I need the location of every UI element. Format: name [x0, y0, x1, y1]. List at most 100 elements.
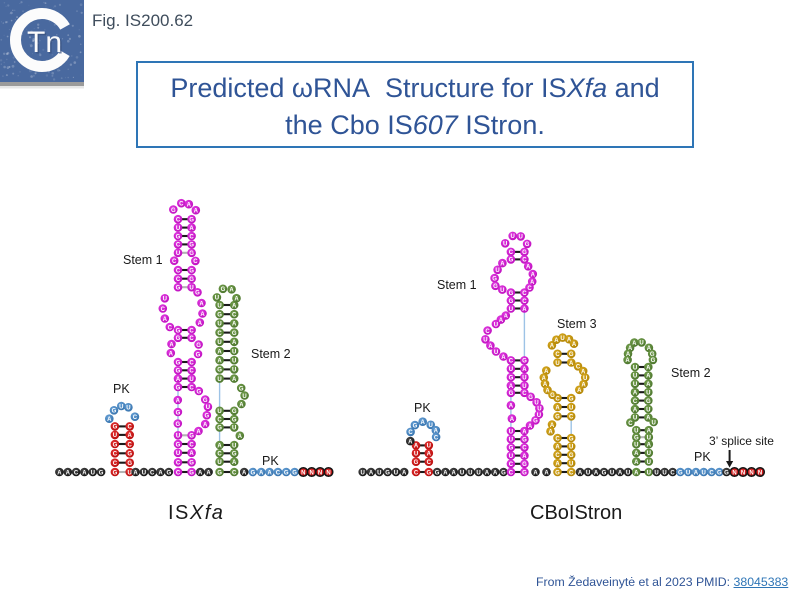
svg-text:U: U — [394, 470, 398, 476]
svg-text:U: U — [217, 377, 221, 383]
svg-text:G: G — [522, 470, 527, 476]
svg-text:N: N — [749, 470, 753, 476]
svg-text:C: C — [555, 396, 560, 402]
svg-text:A: A — [618, 470, 623, 476]
svg-text:G: G — [112, 409, 117, 415]
svg-text:U: U — [522, 376, 526, 382]
svg-text:U: U — [495, 268, 499, 274]
svg-text:U: U — [633, 382, 637, 388]
svg-text:A: A — [176, 377, 181, 383]
svg-text:A: A — [555, 405, 560, 411]
svg-text:C: C — [113, 461, 118, 467]
svg-text:A: A — [522, 367, 527, 373]
svg-text:U: U — [509, 367, 513, 373]
svg-text:G: G — [189, 470, 194, 476]
svg-text:G: G — [176, 336, 181, 342]
svg-text:A: A — [206, 470, 211, 476]
svg-text:G: G — [650, 352, 655, 358]
svg-text:A: A — [189, 451, 194, 457]
svg-text:A: A — [232, 460, 237, 466]
svg-text:C: C — [232, 313, 237, 319]
svg-text:G: G — [525, 242, 530, 248]
svg-text:C: C — [161, 307, 166, 313]
svg-text:U: U — [509, 429, 513, 435]
svg-text:G: G — [569, 436, 574, 442]
svg-text:C: C — [189, 360, 194, 366]
svg-text:G: G — [413, 423, 418, 429]
svg-text:U: U — [232, 426, 236, 432]
svg-text:A: A — [646, 382, 651, 388]
svg-text:U: U — [662, 470, 666, 476]
svg-text:N: N — [758, 470, 762, 476]
svg-text:C: C — [633, 399, 638, 405]
svg-text:A: A — [526, 265, 531, 271]
svg-text:C: C — [189, 442, 194, 448]
svg-text:A: A — [646, 374, 651, 380]
svg-text:A: A — [452, 470, 457, 476]
svg-text:C: C — [276, 470, 281, 476]
svg-text:C: C — [408, 430, 413, 436]
svg-text:U: U — [509, 454, 513, 460]
svg-text:G: G — [203, 398, 208, 404]
svg-text:A: A — [578, 470, 583, 476]
svg-text:A: A — [232, 377, 237, 383]
svg-text:U: U — [232, 368, 236, 374]
svg-text:U: U — [639, 341, 643, 347]
svg-text:A: A — [533, 470, 538, 476]
svg-text:C: C — [509, 462, 514, 468]
svg-text:G: G — [646, 399, 651, 405]
svg-text:G: G — [176, 369, 181, 375]
svg-text:A: A — [569, 361, 574, 367]
svg-text:U: U — [583, 376, 587, 382]
svg-text:A: A — [128, 433, 133, 439]
svg-text:A: A — [57, 470, 62, 476]
svg-text:A: A — [259, 470, 264, 476]
svg-text:G: G — [522, 250, 527, 256]
svg-text:G: G — [176, 410, 181, 416]
svg-text:U: U — [232, 349, 236, 355]
svg-text:C: C — [189, 336, 194, 342]
svg-text:C: C — [509, 250, 514, 256]
svg-text:U: U — [242, 394, 246, 400]
svg-text:G: G — [189, 218, 194, 224]
svg-text:A: A — [203, 422, 208, 428]
svg-text:U: U — [494, 350, 498, 356]
svg-text:G: G — [651, 358, 656, 364]
svg-text:G: G — [221, 287, 226, 293]
svg-text:U: U — [176, 251, 180, 257]
svg-text:A: A — [421, 420, 426, 426]
svg-text:U: U — [634, 443, 638, 449]
svg-text:U: U — [460, 470, 464, 476]
svg-text:U: U — [217, 303, 221, 309]
svg-text:U: U — [377, 470, 381, 476]
svg-text:U: U — [647, 451, 651, 457]
svg-text:G: G — [522, 359, 527, 365]
svg-text:A: A — [632, 341, 637, 347]
svg-text:C: C — [172, 259, 177, 265]
svg-text:A: A — [232, 303, 237, 309]
svg-text:G: G — [284, 470, 289, 476]
svg-text:A: A — [567, 338, 572, 344]
svg-text:U: U — [511, 234, 515, 240]
svg-text:A: A — [194, 209, 199, 215]
svg-text:U: U — [537, 407, 541, 413]
svg-text:C: C — [176, 243, 181, 249]
svg-text:A: A — [242, 470, 247, 476]
svg-text:U: U — [634, 429, 638, 435]
svg-text:C: C — [527, 286, 532, 292]
svg-text:A: A — [200, 312, 205, 318]
svg-text:U: U — [126, 406, 130, 412]
svg-text:Tn: Tn — [29, 28, 64, 61]
svg-text:A: A — [217, 443, 222, 449]
svg-text:U: U — [163, 297, 167, 303]
svg-text:A: A — [528, 424, 533, 430]
svg-text:G: G — [189, 277, 194, 283]
svg-text:A: A — [485, 470, 490, 476]
svg-text:N: N — [326, 470, 330, 476]
svg-text:U: U — [483, 338, 487, 344]
svg-text:C: C — [522, 391, 527, 397]
svg-text:U: U — [232, 359, 236, 365]
svg-text:G: G — [492, 276, 497, 282]
svg-text:U: U — [206, 405, 210, 411]
svg-text:A: A — [187, 203, 192, 209]
